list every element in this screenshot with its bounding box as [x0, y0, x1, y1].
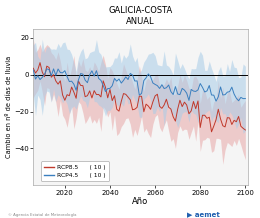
X-axis label: Año: Año [132, 197, 148, 206]
Y-axis label: Cambio en nº de días de lluvia: Cambio en nº de días de lluvia [5, 56, 11, 158]
Title: GALICIA-COSTA
ANUAL: GALICIA-COSTA ANUAL [108, 5, 173, 26]
Text: © Agencia Estatal de Meteorología: © Agencia Estatal de Meteorología [8, 213, 76, 217]
Text: ▶ aemet: ▶ aemet [187, 211, 220, 217]
Legend: RCP8.5      ( 10 ), RCP4.5      ( 10 ): RCP8.5 ( 10 ), RCP4.5 ( 10 ) [41, 162, 109, 181]
